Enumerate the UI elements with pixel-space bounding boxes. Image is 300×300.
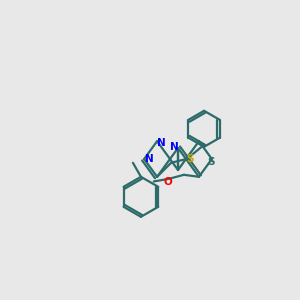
Text: N: N: [157, 138, 166, 148]
Text: S: S: [207, 157, 214, 167]
Text: O: O: [164, 177, 172, 187]
Text: N: N: [145, 154, 154, 164]
Text: S: S: [186, 154, 194, 164]
Text: N: N: [169, 142, 178, 152]
